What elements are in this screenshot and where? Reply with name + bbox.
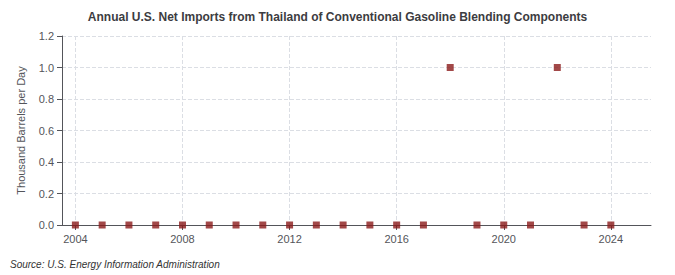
svg-text:2016: 2016: [384, 233, 408, 245]
svg-text:Source: U.S. Energy Informatio: Source: U.S. Energy Information Administ…: [10, 259, 220, 270]
svg-text:2008: 2008: [170, 233, 194, 245]
svg-text:2020: 2020: [492, 233, 516, 245]
svg-text:1.2: 1.2: [39, 30, 54, 42]
svg-text:Thousand Barrels per Day: Thousand Barrels per Day: [15, 66, 27, 195]
svg-text:0.0: 0.0: [39, 219, 54, 231]
svg-text:0.8: 0.8: [39, 93, 54, 105]
svg-text:2024: 2024: [599, 233, 623, 245]
svg-text:0.4: 0.4: [39, 156, 54, 168]
svg-text:0.6: 0.6: [39, 125, 54, 137]
svg-text:Annual U.S. Net Imports from T: Annual U.S. Net Imports from Thailand of…: [88, 10, 588, 24]
svg-text:0.2: 0.2: [39, 188, 54, 200]
svg-text:1.0: 1.0: [39, 62, 54, 74]
svg-text:2004: 2004: [63, 233, 87, 245]
svg-text:2012: 2012: [277, 233, 301, 245]
